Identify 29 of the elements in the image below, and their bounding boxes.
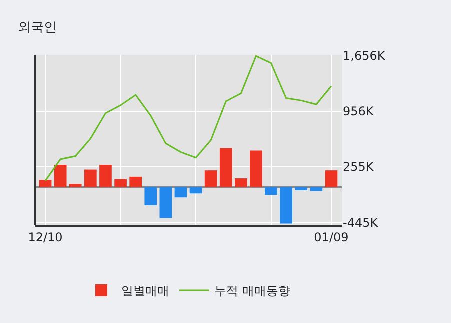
bar — [325, 170, 338, 188]
bar — [114, 179, 127, 188]
y-tick-label: 255K — [343, 160, 375, 174]
bar — [295, 187, 308, 190]
bar — [100, 165, 112, 188]
bar — [235, 178, 248, 188]
bar — [69, 184, 82, 188]
bar — [174, 187, 188, 198]
y-tick-label: 1,656K — [343, 48, 386, 63]
chart-title: 외국인 — [18, 20, 58, 36]
line-series — [44, 55, 332, 182]
bar — [280, 187, 292, 224]
legend-label: 일별매매 — [122, 284, 170, 298]
bar — [265, 187, 278, 196]
bar — [144, 187, 158, 206]
bar — [130, 176, 142, 188]
y-tick-label: -445K — [343, 216, 380, 230]
bar — [84, 170, 97, 188]
legend-label: 누적 매매동향 — [214, 284, 290, 298]
bar — [220, 148, 232, 188]
bar — [250, 150, 262, 188]
bar — [39, 180, 52, 188]
y-tick-label: 956K — [343, 104, 375, 119]
x-tick-label: 01/09 — [314, 230, 349, 244]
bar — [190, 187, 202, 194]
x-tick-label: 12/10 — [28, 230, 63, 244]
bar — [54, 165, 67, 188]
bar — [204, 170, 218, 188]
bar — [160, 187, 172, 218]
